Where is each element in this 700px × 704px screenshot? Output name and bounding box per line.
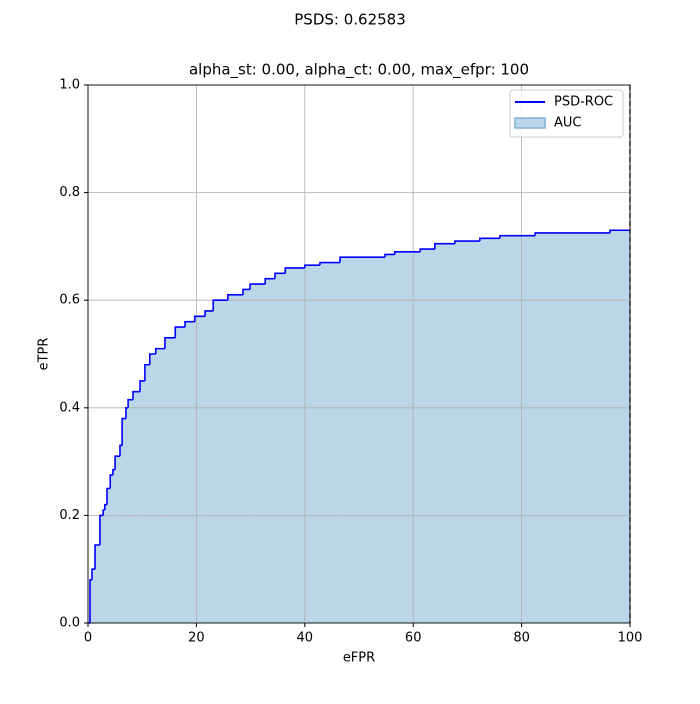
y-tick-label: 0.6 [59, 293, 80, 308]
x-tick-label: 0 [84, 631, 92, 646]
auc-area [535, 233, 610, 623]
auc-area [128, 400, 133, 623]
auc-area [275, 273, 286, 623]
auc-area [480, 238, 500, 623]
x-tick-label: 20 [188, 631, 205, 646]
legend-label: AUC [554, 116, 582, 131]
auc-area [205, 311, 213, 623]
auc-area [185, 322, 195, 623]
auc-area [145, 365, 150, 623]
y-tick-label: 0.8 [59, 185, 80, 200]
auc-area [115, 456, 120, 623]
auc-area [285, 268, 305, 623]
chart-title: PSDS: 0.62583 [294, 11, 406, 29]
auc-area [243, 289, 250, 623]
auc-area [610, 230, 630, 623]
x-tick-label: 80 [513, 631, 530, 646]
auc-area [122, 419, 126, 623]
auc-area [320, 263, 340, 623]
x-tick-label: 60 [405, 631, 422, 646]
y-tick-label: 0.0 [59, 616, 80, 631]
auc-area [420, 249, 435, 623]
auc-area [340, 257, 385, 623]
auc-area [435, 244, 455, 623]
auc-area [105, 505, 107, 623]
y-tick-label: 1.0 [59, 78, 80, 93]
auc-area [120, 445, 122, 623]
auc-area [150, 354, 156, 623]
chart-subtitle: alpha_st: 0.00, alpha_ct: 0.00, max_efpr… [189, 61, 529, 80]
x-axis-label: eFPR [343, 651, 375, 666]
auc-area [110, 475, 113, 623]
auc-area [156, 349, 166, 623]
y-tick-label: 0.4 [59, 400, 80, 415]
auc-area [165, 338, 176, 623]
auc-area [175, 327, 185, 623]
auc-area [140, 381, 145, 623]
auc-area [133, 392, 140, 623]
x-tick-label: 40 [297, 631, 314, 646]
auc-area [107, 489, 111, 624]
auc-area [113, 470, 115, 623]
auc-area [213, 300, 228, 623]
auc-area [228, 295, 243, 623]
auc-area [305, 265, 320, 623]
x-tick-label: 100 [618, 631, 643, 646]
auc-area [455, 241, 480, 623]
auc-area [265, 279, 275, 623]
y-tick-label: 0.2 [59, 508, 80, 523]
auc-area [500, 236, 536, 623]
legend-label: PSD-ROC [554, 95, 613, 110]
auc-area [395, 252, 421, 623]
auc-area [250, 284, 265, 623]
y-axis-label: eTPR [37, 338, 52, 371]
auc-area [385, 254, 395, 623]
legend-patch [515, 118, 545, 128]
